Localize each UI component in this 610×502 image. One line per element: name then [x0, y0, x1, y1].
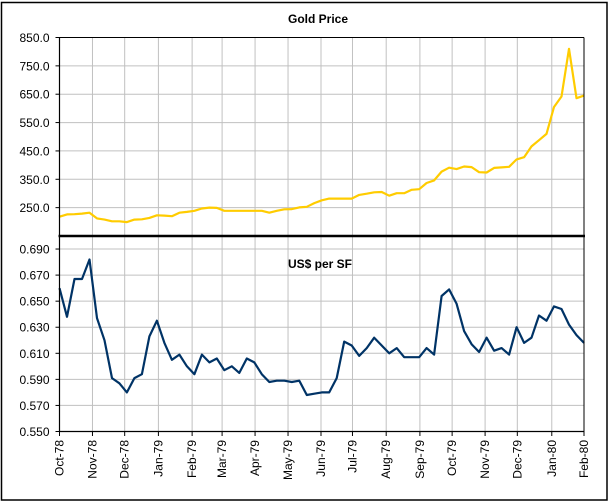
tick-labels: Oct-78 Nov-78 Dec-78 Jan-79 Feb-79 Mar-79 Apr-…	[19, 31, 591, 480]
x-tick-label: Oct-79	[445, 440, 459, 476]
y-tick-label: 650.0	[19, 88, 49, 102]
y-tick-label: 850.0	[19, 31, 49, 45]
x-tick-label: Jan-80	[545, 440, 559, 477]
y-tick-label: 0.550	[19, 425, 49, 439]
y-tick-label: 0.630	[19, 321, 49, 335]
x-tick-label: Apr-79	[248, 440, 262, 476]
x-tick-label: Feb-80	[577, 440, 591, 478]
y-tick-label: 0.590	[19, 373, 49, 387]
x-tick-label: Oct-78	[53, 440, 67, 476]
usd-per-chf-line	[58, 258, 585, 397]
y-tick-label: 0.650	[19, 295, 49, 309]
y-tick-label: 550.0	[19, 116, 49, 130]
y-tick-label: 0.610	[19, 347, 49, 361]
y-tick-label: 750.0	[19, 59, 49, 73]
x-tick-label: Feb-79	[185, 440, 199, 478]
gold-chart-title: Gold Price	[288, 12, 348, 26]
y-tick-label: 0.570	[19, 399, 49, 413]
x-tick-label: Jan-79	[151, 440, 165, 477]
y-tick-label: 250.0	[19, 201, 49, 215]
x-tick-label: Jul-79	[345, 440, 359, 473]
x-tick-label: Dec-79	[510, 440, 524, 479]
x-tick-label: Nov-79	[478, 440, 492, 479]
x-tick-label: Aug-79	[379, 440, 393, 479]
y-tick-label: 350.0	[19, 173, 49, 187]
gridlines	[59, 37, 584, 432]
y-tick-label: 450.0	[19, 144, 49, 158]
series-layer	[58, 47, 585, 397]
x-tick-label: Sep-79	[413, 440, 427, 479]
y-tick-label: 0.670	[19, 269, 49, 283]
x-tick-label: May-79	[281, 440, 295, 480]
chf-chart-title: US$ per SF	[288, 257, 352, 271]
x-tick-label: Mar-79	[215, 440, 229, 478]
x-tick-label: Nov-78	[85, 440, 99, 479]
gold-price-line	[59, 47, 585, 224]
y-tick-label: 0.690	[19, 243, 49, 257]
x-tick-label: Dec-78	[118, 440, 132, 479]
axes	[55, 37, 585, 436]
x-tick-label: Jun-79	[314, 440, 328, 477]
